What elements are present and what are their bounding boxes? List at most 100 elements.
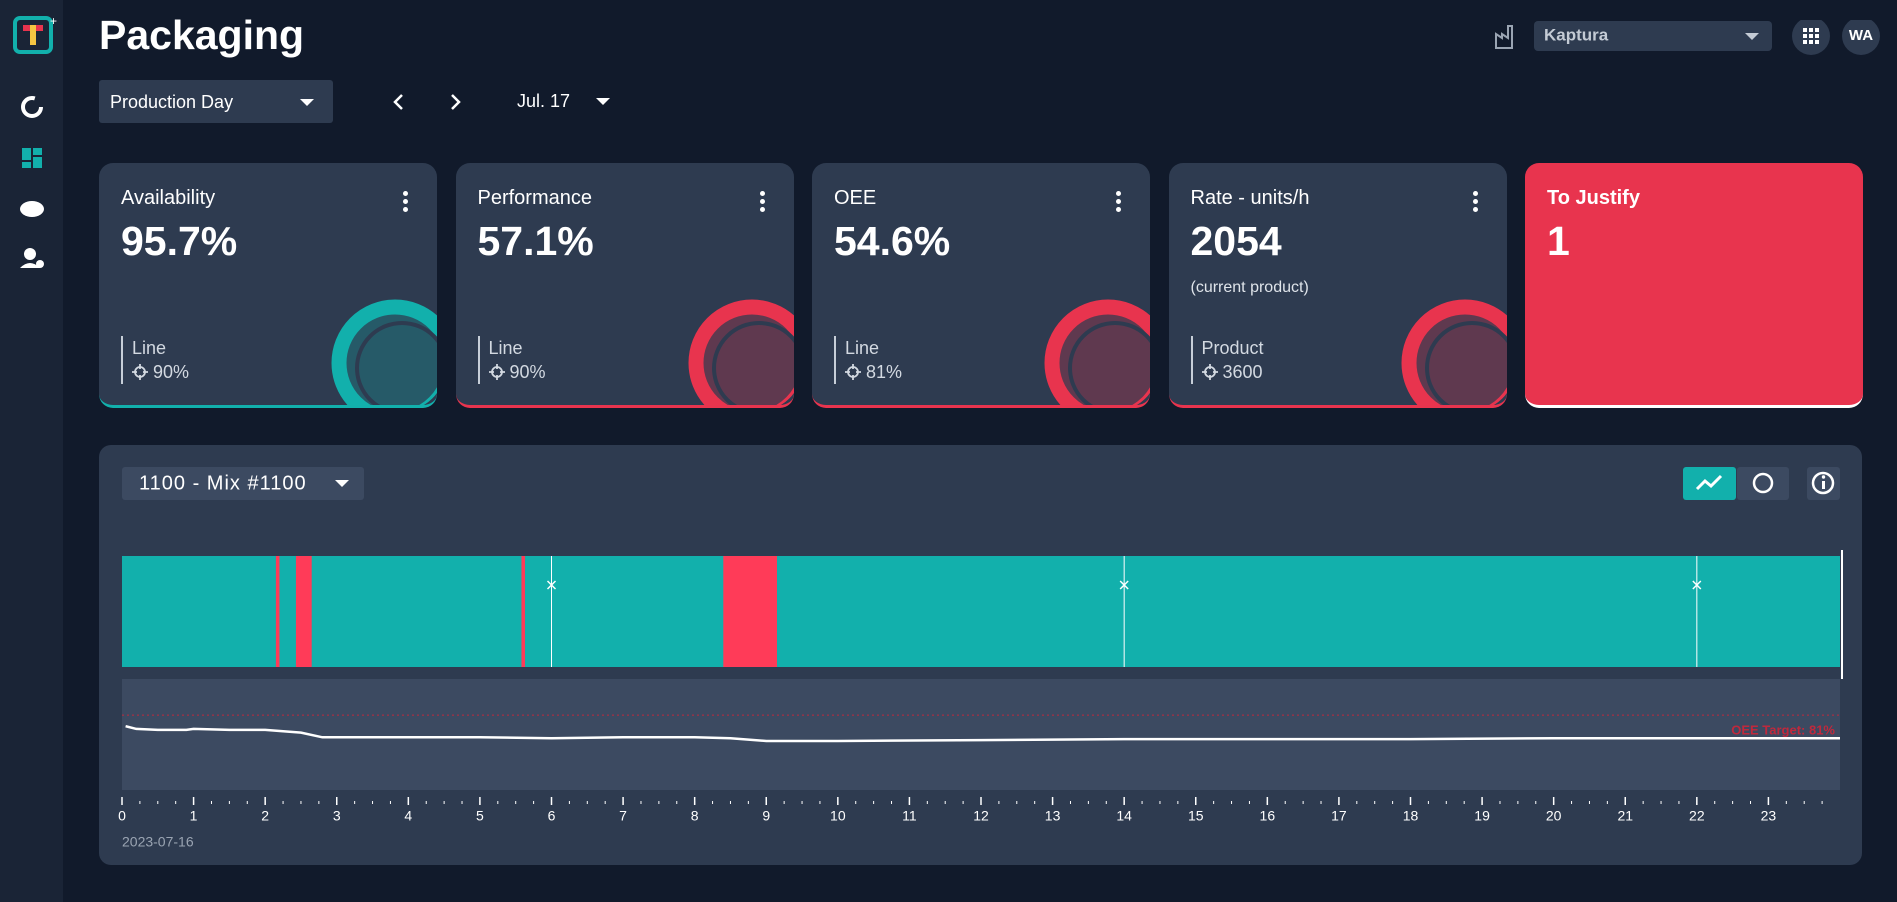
dot [759,199,765,204]
menu-button[interactable] [1116,191,1121,215]
dot [403,199,408,204]
topbar: Kaptura WA [1495,20,1880,55]
justify-card[interactable]: To Justify 1 [1525,163,1863,408]
reference-row: 90% [132,360,189,384]
x-tick-label: 22 [1689,808,1705,824]
card-reference: Line 81% [834,336,902,384]
stop-segment [295,556,312,667]
gauge-inner [1068,321,1150,405]
product-select[interactable] [122,467,364,500]
reference-label: Product [1201,338,1264,358]
reference-row: 81% [845,360,902,384]
x-tick-label: 21 [1617,808,1633,824]
user-avatar[interactable]: WA [1849,27,1873,44]
x-tick-label: 19 [1474,808,1490,824]
date-label: 2023-07-16 [122,834,194,850]
gauge-ring [1044,299,1150,405]
dot [1472,199,1478,204]
menu-button[interactable] [1472,191,1478,215]
dot [1116,207,1121,212]
kpi-card[interactable]: Rate - units/h 2054 (current product) Produ… [1168,163,1507,408]
card-reference: Line 90% [477,336,546,384]
reference-row: 3600 [1201,360,1264,384]
stop-segment [723,556,777,667]
site-select[interactable]: Kaptura [1544,25,1609,44]
x-tick-label: 8 [691,808,699,824]
target-icon [1201,364,1218,380]
target-label: OEE Target: 81% [1731,723,1835,738]
icon [488,364,505,380]
card-value: 2054 [1190,218,1282,264]
date-nav[interactable]: Jul. 17 [385,88,625,116]
reference-label: Line [132,338,167,358]
dot [403,207,408,212]
card-title: Rate - units/h [1190,187,1310,209]
gauge [688,299,794,405]
stop-segment [275,556,280,667]
gauge-inner [711,321,794,405]
gauge-inner [355,321,437,405]
gauge [1044,299,1150,405]
card-value: 54.6% [834,218,951,264]
marker-x [1119,580,1129,590]
dot [759,191,765,196]
stop-segment [521,556,526,667]
icon [132,364,148,380]
gauge [331,299,437,405]
gauge-ring [1401,299,1507,405]
menu-button[interactable] [759,191,765,215]
sidebar-icons: + [13,14,57,268]
reference-row: 90% [488,360,546,384]
x-tick-label: 7 [619,808,627,824]
x-tick-label: 1 [190,808,198,824]
card-title: To Justify [1547,187,1640,209]
card-value: 1 [1547,218,1570,264]
oee-trend [125,724,1840,743]
kpi-card[interactable]: Availability 95.7% Line 90% [99,163,437,408]
target-icon [132,364,148,380]
kpi-card[interactable]: Performance 57.1% Line 90% [455,163,794,408]
gauge-inner [1424,321,1507,405]
x-tick-label: 4 [404,808,412,824]
icon [845,364,861,380]
x-tick-label: 17 [1331,808,1347,824]
card-note: (current product) [1190,279,1309,296]
x-tick-label: 2 [261,808,269,824]
marker-x [546,580,557,590]
icon [1201,364,1218,380]
page-title: Packaging [99,12,305,58]
dot [759,207,765,212]
gauge-ring [331,299,437,405]
x-tick-label: 14 [1116,808,1132,824]
x-tick-label: 10 [830,808,846,824]
x-tick-label: 5 [476,808,484,824]
reference-value: 81% [866,362,903,382]
gauge-ring [688,299,794,405]
run-bar [122,556,1840,667]
card-title: Availability [121,187,216,209]
menu-button[interactable] [403,191,408,215]
target-icon [845,364,861,380]
x-tick-label: 16 [1260,808,1276,824]
reference-value: 90% [509,362,546,382]
x-tick-label: 12 [973,808,989,824]
x-tick-label: 3 [333,808,341,824]
x-tick-label: 13 [1045,808,1061,824]
x-tick-label: 20 [1546,808,1562,824]
x-tick-label: 23 [1761,808,1777,824]
dot [403,191,408,196]
date-select[interactable]: Jul. 17 [517,91,570,111]
history-button[interactable] [1737,467,1789,500]
kpi-card[interactable]: OEE 54.6% Line 81% [812,163,1150,408]
x-tick-label: 18 [1403,808,1419,824]
gauge [1401,299,1507,405]
dot [1472,207,1478,212]
period-select[interactable]: Production Day [99,80,333,123]
x-tick-label: 0 [118,808,126,824]
card-reference: Product 3600 [1190,336,1264,384]
caret [300,99,314,106]
sidebar: + [0,0,63,902]
timeline-chart: 1100 - Mix #1100 2023-07-16 OEE Target: … [118,467,1843,850]
card-value: 57.1% [477,218,594,264]
card-reference: Line 90% [121,336,189,384]
